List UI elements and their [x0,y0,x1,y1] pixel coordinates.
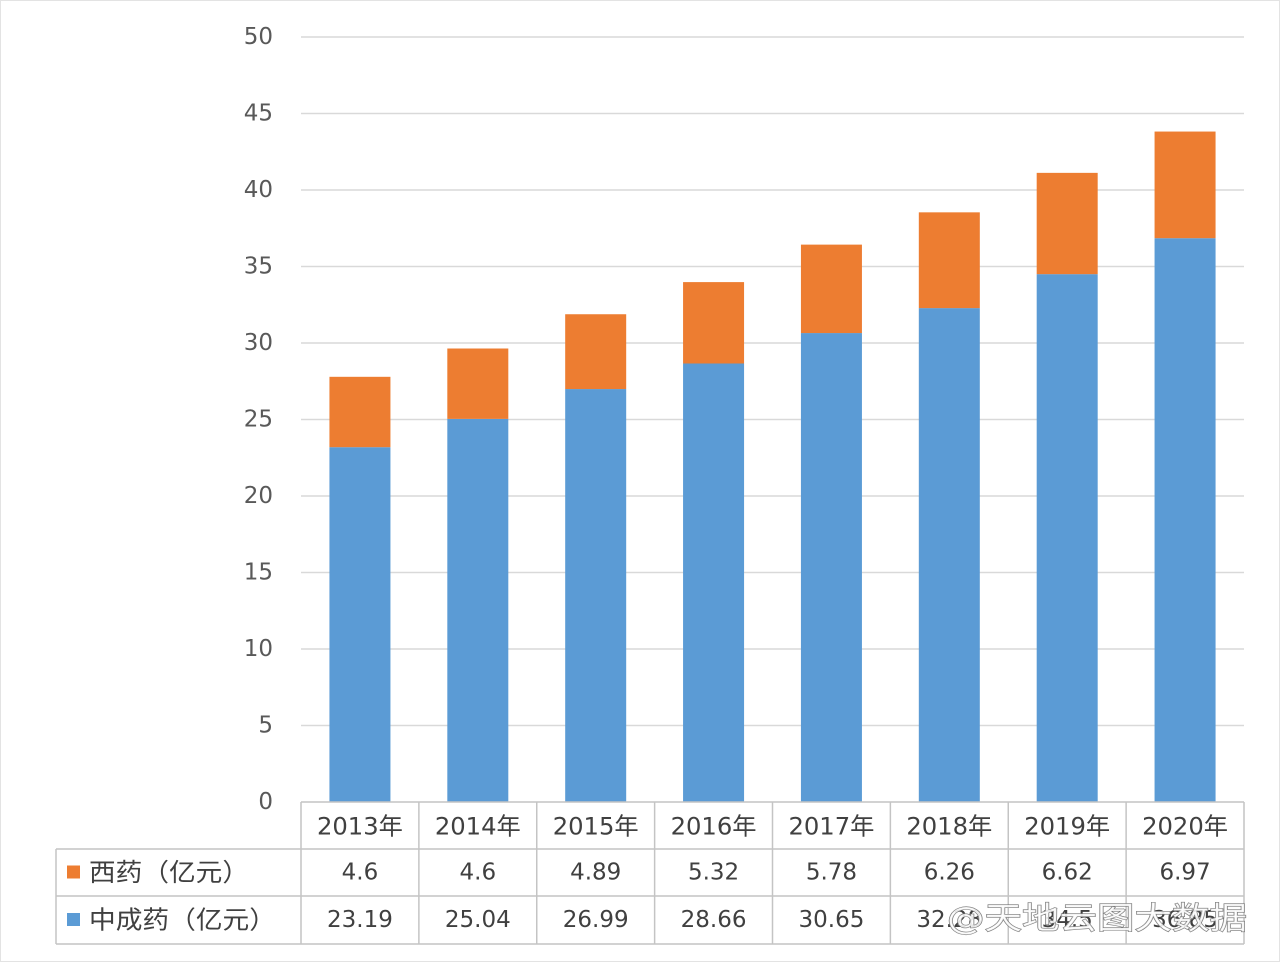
data-table-value: 34.5 [1042,907,1093,933]
y-tick-label: 10 [244,636,273,662]
bar-segment-western-1 [447,348,509,419]
x-category-label: 2020年 [1142,813,1228,841]
data-table-value: 4.6 [342,860,379,886]
data-table-value: 4.6 [460,860,497,886]
x-category-label: 2019年 [1024,813,1110,841]
data-table-value: 26.99 [563,907,629,933]
x-category-label: 2017年 [788,813,874,841]
data-table-value: 6.62 [1042,860,1093,886]
y-tick-label: 20 [244,483,273,509]
data-table-value: 23.19 [327,907,393,933]
data-table-value: 25.04 [445,907,511,933]
data-table-value: 5.78 [806,860,857,886]
data-table-value: 5.32 [688,860,739,886]
x-category-label: 2015年 [553,813,639,841]
y-tick-label: 45 [244,101,273,127]
bar-segment-western-6 [1036,172,1098,275]
bar-segment-tcm-4 [800,333,862,802]
data-table [55,801,1245,945]
x-category-label: 2013年 [317,813,403,841]
watermark-text: @天地云图大数据 [947,901,1247,937]
bars [329,131,1216,802]
bar-segment-western-5 [918,212,980,309]
data-table-value: 4.89 [570,860,621,886]
data-table-value: 36.85 [1152,907,1218,933]
x-category-label: 2014年 [435,813,521,841]
y-tick-label: 35 [244,254,273,280]
data-table-value: 6.26 [924,860,975,886]
y-tick-label: 25 [244,407,273,433]
y-tick-label: 40 [244,177,273,203]
bar-segment-tcm-3 [683,363,745,802]
x-category-label: 2018年 [906,813,992,841]
bar-segment-tcm-7 [1154,238,1216,802]
y-tick-label: 15 [244,560,273,586]
bar-segment-western-4 [800,244,862,334]
bar-segment-tcm-6 [1036,274,1098,802]
x-category-label: 2016年 [671,813,757,841]
labels: 0 5 10 15 20 25 30 35 40 45 50 2013年 2014年 2015年 2016年… [89,24,1228,935]
legend-label: 西药（亿元） [89,858,249,887]
bar-segment-tcm-0 [329,447,391,802]
data-table-value: 30.65 [799,907,865,933]
bar-segment-tcm-2 [565,389,627,802]
data-table-value: 32.28 [916,907,982,933]
bar-segment-western-7 [1154,131,1216,239]
bar-segment-western-2 [565,314,627,390]
bar-segment-western-0 [329,376,391,448]
legend-swatch [67,865,80,879]
data-table-value: 28.66 [681,907,747,933]
gridlines [301,36,1244,727]
data-table-value: 6.97 [1159,860,1210,886]
bar-segment-tcm-1 [447,418,509,802]
bar-segment-tcm-5 [918,308,980,802]
legend-label: 中成药（亿元） [89,906,276,935]
legend-swatch [67,913,80,926]
y-tick-label: 0 [258,789,273,815]
y-tick-label: 30 [244,330,273,356]
y-tick-label: 5 [258,713,273,739]
y-tick-label: 50 [244,24,273,50]
bar-segment-western-3 [683,282,745,364]
